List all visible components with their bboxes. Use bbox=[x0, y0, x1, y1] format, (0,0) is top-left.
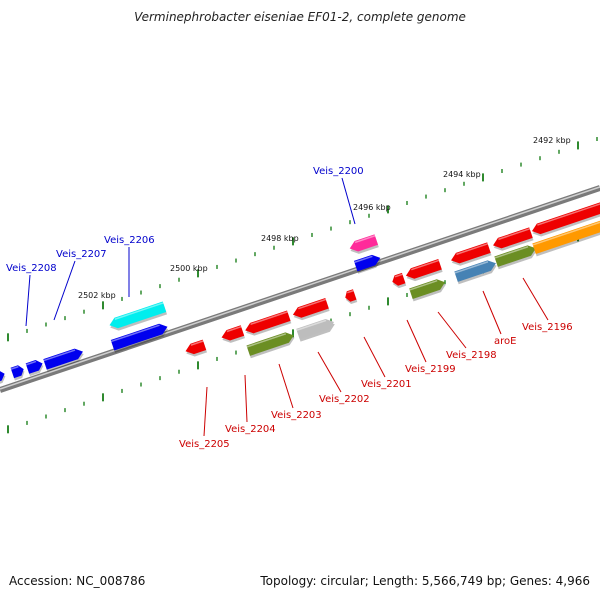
gene-label[interactable]: Veis_2205 bbox=[179, 439, 230, 450]
gene-arrow[interactable] bbox=[344, 289, 358, 305]
genome-summary-text: Topology: circular; Length: 5,566,749 bp… bbox=[260, 574, 590, 588]
gene-features bbox=[0, 201, 600, 386]
leader-line bbox=[522, 277, 549, 321]
gene-label[interactable]: Veis_2196 bbox=[522, 322, 573, 333]
scale-label-2502: 2502 kbp bbox=[78, 291, 116, 300]
genome-backbone bbox=[0, 185, 600, 393]
gene-arrow[interactable] bbox=[353, 253, 383, 274]
gene-label[interactable]: Veis_2208 bbox=[6, 263, 57, 274]
gene-arrow[interactable] bbox=[494, 243, 538, 270]
gene-label[interactable]: Veis_2199 bbox=[405, 364, 456, 375]
leader-line bbox=[341, 177, 356, 225]
leader-line bbox=[482, 290, 502, 335]
leader-line bbox=[317, 351, 342, 393]
gene-arrow[interactable] bbox=[449, 242, 492, 268]
gene-arrow[interactable] bbox=[246, 330, 296, 359]
gene-label[interactable]: Veis_2202 bbox=[319, 394, 370, 405]
gene-arrow[interactable] bbox=[10, 364, 27, 381]
scale-label-2492: 2492 kbp bbox=[533, 136, 571, 145]
gene-arrow[interactable] bbox=[530, 201, 600, 239]
gene-label[interactable]: Veis_2203 bbox=[271, 410, 322, 421]
gene-label[interactable]: Veis_2198 bbox=[446, 350, 497, 361]
label-leader-lines bbox=[25, 177, 549, 437]
leader-line bbox=[278, 363, 294, 409]
leader-line bbox=[203, 386, 208, 437]
gene-arrow[interactable] bbox=[404, 259, 443, 283]
leader-line bbox=[244, 374, 248, 423]
gene-arrow[interactable] bbox=[391, 272, 407, 290]
scale-label-2496: 2496 kbp bbox=[353, 203, 391, 212]
accession-text: Accession: NC_008786 bbox=[9, 574, 146, 588]
gene-label[interactable]: Veis_2204 bbox=[225, 424, 276, 435]
gene-label[interactable]: Veis_2200 bbox=[313, 166, 364, 177]
gene-label[interactable]: Veis_2207 bbox=[56, 249, 107, 260]
leader-line bbox=[53, 260, 76, 321]
gene-arrow[interactable] bbox=[296, 317, 336, 342]
scale-label-2498: 2498 kbp bbox=[261, 234, 299, 243]
leader-line bbox=[363, 336, 386, 378]
gene-arrow[interactable] bbox=[110, 322, 170, 353]
gene-label[interactable]: aroE bbox=[494, 336, 516, 347]
gene-arrow[interactable] bbox=[409, 277, 447, 302]
leader-line bbox=[25, 274, 31, 327]
leader-line bbox=[406, 319, 427, 363]
gene-arrow[interactable] bbox=[454, 258, 498, 285]
gene-arrow[interactable] bbox=[348, 234, 379, 256]
gene-arrow[interactable] bbox=[532, 218, 600, 257]
gene-arrow[interactable] bbox=[43, 346, 85, 372]
gene-arrow[interactable] bbox=[25, 358, 45, 377]
gene-label[interactable]: Veis_2206 bbox=[104, 235, 155, 246]
scale-label-2494: 2494 kbp bbox=[443, 170, 481, 179]
gene-arrow[interactable] bbox=[243, 310, 292, 337]
gene-arrow[interactable] bbox=[291, 298, 330, 322]
gene-arrow[interactable] bbox=[184, 339, 208, 359]
gene-arrow[interactable] bbox=[220, 325, 245, 345]
gene-arrow[interactable] bbox=[0, 369, 7, 386]
scale-label-2500: 2500 kbp bbox=[170, 264, 208, 273]
map-title: Verminephrobacter eiseniae EF01-2, compl… bbox=[134, 10, 466, 24]
gene-arrow[interactable] bbox=[108, 301, 168, 333]
leader-line bbox=[437, 311, 467, 349]
gene-arrow[interactable] bbox=[491, 227, 534, 253]
gene-label[interactable]: Veis_2201 bbox=[361, 379, 412, 390]
